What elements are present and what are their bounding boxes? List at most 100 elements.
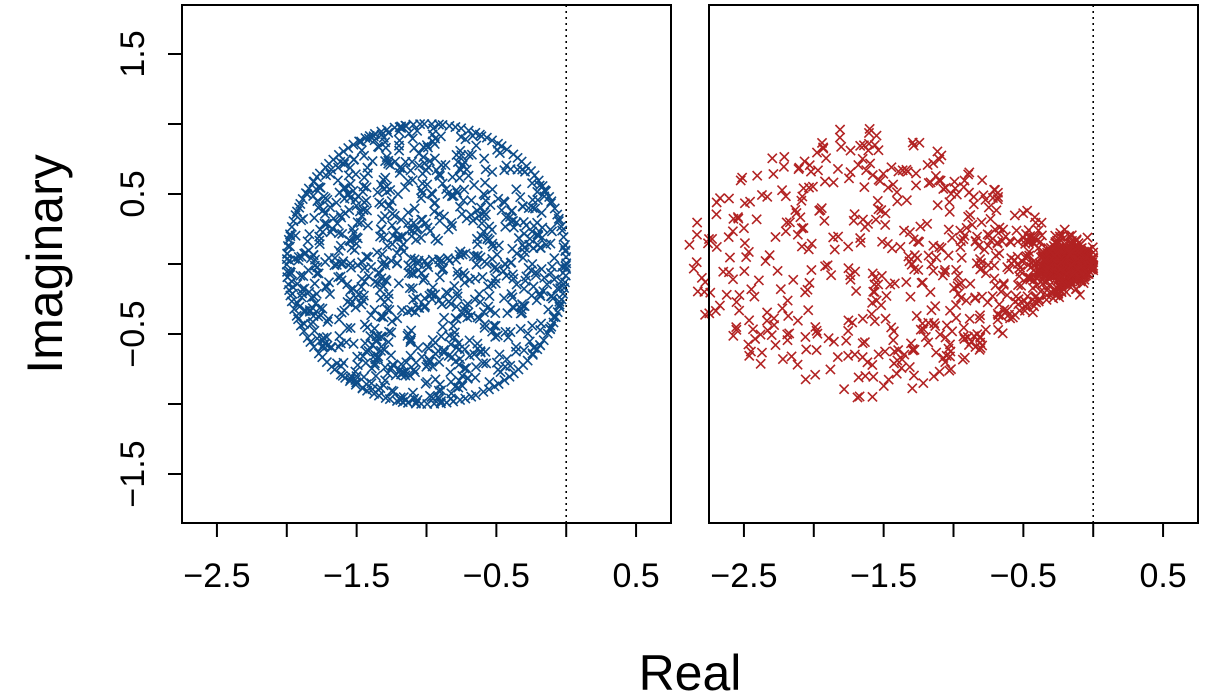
scatter-point — [870, 214, 882, 225]
scatter-point — [323, 313, 334, 324]
scatter-point — [437, 178, 448, 189]
scatter-point — [907, 343, 919, 355]
scatter-point — [438, 347, 449, 358]
scatter-point — [931, 347, 942, 358]
scatter-point — [381, 304, 393, 315]
scatter-point — [503, 332, 514, 343]
scatter-point — [807, 181, 819, 192]
scatter-point — [403, 176, 414, 187]
scatter-point — [380, 274, 391, 285]
scatter-point — [549, 203, 560, 214]
scatter-point — [444, 330, 455, 341]
scatter-point — [429, 206, 440, 217]
scatter-point — [907, 345, 919, 356]
scatter-point — [535, 290, 546, 301]
scatter-point — [348, 154, 360, 165]
scatter-point — [437, 321, 448, 333]
scatter-point — [295, 270, 306, 281]
scatter-point — [987, 291, 998, 302]
scatter-point — [360, 357, 372, 369]
scatter-point — [528, 281, 539, 292]
scatter-point — [386, 316, 398, 327]
scatter-point — [415, 232, 427, 244]
scatter-point — [855, 232, 866, 244]
scatter-point — [487, 238, 498, 249]
scatter-point — [445, 366, 456, 378]
scatter-point — [558, 231, 569, 243]
scatter-point — [406, 268, 417, 279]
scatter-point — [810, 369, 821, 380]
scatter-point — [499, 197, 510, 208]
scatter-point — [803, 244, 814, 255]
scatter-point — [506, 205, 518, 216]
scatter-point — [1055, 264, 1066, 275]
scatter-point — [1067, 270, 1078, 281]
scatter-point — [941, 350, 952, 362]
scatter-point — [348, 139, 359, 150]
scatter-point — [876, 204, 887, 216]
scatter-point — [343, 170, 354, 181]
scatter-point — [545, 224, 556, 235]
scatter-point — [1041, 290, 1053, 301]
scatter-point — [443, 350, 454, 362]
scatter-point — [1029, 233, 1041, 244]
scatter-point — [740, 251, 752, 263]
scatter-point — [387, 230, 399, 242]
scatter-point — [470, 389, 481, 401]
scatter-point — [485, 199, 496, 211]
scatter-point — [964, 313, 975, 324]
scatter-point — [908, 140, 919, 151]
scatter-point — [825, 364, 836, 375]
scatter-point — [822, 260, 833, 271]
scatter-point — [405, 253, 417, 264]
scatter-point — [479, 190, 491, 201]
scatter-point — [823, 333, 834, 344]
scatter-point — [920, 331, 932, 343]
scatter-point — [295, 215, 307, 226]
scatter-point — [1014, 262, 1026, 273]
scatter-point — [315, 310, 327, 321]
scatter-point — [812, 165, 824, 176]
scatter-point — [928, 265, 939, 277]
scatter-point — [848, 215, 859, 226]
scatter-point — [1028, 274, 1040, 286]
scatter-point — [372, 351, 384, 362]
scatter-point — [443, 224, 454, 235]
scatter-point — [990, 280, 1001, 291]
scatter-point — [880, 313, 891, 324]
scatter-point — [394, 167, 405, 179]
scatter-point — [984, 230, 995, 241]
scatter-point — [976, 291, 988, 302]
scatter-point — [1009, 296, 1021, 307]
scatter-point — [974, 313, 985, 324]
scatter-point — [423, 343, 435, 354]
x-axis-title: Real — [639, 645, 742, 698]
scatter-point — [784, 217, 796, 228]
scatter-point — [925, 286, 936, 298]
scatter-point — [1002, 262, 1013, 273]
scatter-point — [980, 268, 992, 279]
scatter-point — [896, 354, 908, 365]
scatter-point — [445, 339, 456, 350]
scatter-point — [871, 295, 882, 306]
scatter-point — [382, 240, 393, 251]
scatter-point — [471, 140, 482, 151]
scatter-point — [784, 328, 795, 339]
scatter-point — [508, 302, 520, 313]
scatter-point — [338, 256, 349, 267]
scatter-point — [352, 351, 363, 362]
scatter-point — [975, 331, 986, 342]
scatter-point — [744, 350, 755, 362]
scatter-point — [463, 170, 474, 181]
scatter-point — [412, 394, 423, 406]
scatter-point — [379, 256, 390, 268]
scatter-point — [534, 180, 545, 191]
scatter-point — [777, 353, 789, 365]
scatter-point — [926, 259, 937, 270]
scatter-point — [850, 285, 862, 297]
scatter-point — [961, 295, 972, 306]
scatter-point — [989, 260, 1000, 271]
scatter-point — [371, 334, 382, 346]
x-tick-label: −0.5 — [463, 557, 530, 595]
scatter-point — [1028, 301, 1040, 312]
